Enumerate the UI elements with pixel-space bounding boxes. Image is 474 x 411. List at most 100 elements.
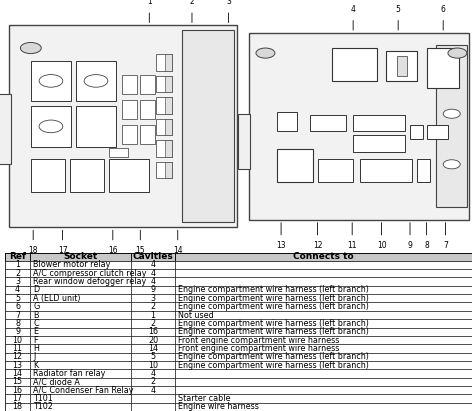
Bar: [131, 403, 175, 411]
Text: 11: 11: [347, 241, 357, 250]
Bar: [109, 159, 149, 192]
Text: 4: 4: [351, 5, 356, 14]
Text: A/C diode A: A/C diode A: [33, 377, 80, 386]
Text: 5: 5: [150, 352, 155, 361]
Text: 14: 14: [148, 344, 158, 353]
Bar: [175, 336, 472, 344]
Bar: [165, 119, 172, 135]
Bar: [5, 386, 30, 394]
Bar: [332, 48, 377, 81]
Bar: [5, 261, 30, 269]
Bar: [175, 253, 472, 261]
Bar: [30, 403, 131, 411]
Text: 4: 4: [150, 386, 155, 395]
Bar: [131, 353, 175, 361]
Bar: [30, 294, 131, 302]
Text: 9: 9: [150, 286, 155, 294]
Text: Front engine compartment wire harness: Front engine compartment wire harness: [178, 335, 339, 344]
Text: Engine compartment wire harness (left branch): Engine compartment wire harness (left br…: [178, 302, 369, 311]
Bar: [175, 261, 472, 269]
Bar: [310, 115, 346, 132]
Text: 4: 4: [150, 261, 155, 270]
Text: 4: 4: [15, 286, 20, 294]
Bar: [182, 30, 234, 222]
Text: 17: 17: [12, 394, 23, 403]
Text: 2: 2: [150, 302, 155, 311]
Circle shape: [39, 120, 63, 133]
Bar: [131, 286, 175, 294]
Bar: [131, 261, 175, 269]
Text: Front engine compartment wire harness: Front engine compartment wire harness: [178, 344, 339, 353]
Bar: [175, 302, 472, 311]
Bar: [30, 302, 131, 311]
Bar: [131, 386, 175, 394]
Text: Engine compartment wire harness (left branch): Engine compartment wire harness (left br…: [178, 319, 369, 328]
Bar: [30, 369, 131, 378]
Bar: [131, 302, 175, 311]
Bar: [5, 319, 30, 328]
Text: Starter cable: Starter cable: [178, 394, 230, 403]
Text: 10: 10: [13, 335, 23, 344]
Text: 9: 9: [408, 241, 412, 250]
Text: 1: 1: [150, 311, 155, 319]
Bar: [277, 149, 313, 182]
Text: H: H: [33, 344, 39, 353]
Text: 4: 4: [150, 277, 155, 286]
Bar: [30, 253, 131, 261]
Bar: [30, 277, 131, 286]
Bar: [131, 344, 175, 353]
Text: 10: 10: [377, 241, 386, 250]
Text: E: E: [33, 327, 38, 336]
Bar: [30, 328, 131, 336]
Text: 3: 3: [150, 294, 155, 303]
Text: 1: 1: [15, 261, 20, 270]
Circle shape: [39, 74, 63, 87]
Bar: [5, 294, 30, 302]
Circle shape: [443, 109, 460, 118]
Text: Radiator fan relay: Radiator fan relay: [33, 369, 106, 378]
Text: 7: 7: [443, 241, 448, 250]
Circle shape: [84, 74, 108, 87]
Text: 2: 2: [190, 0, 194, 6]
Bar: [165, 140, 172, 157]
Bar: [156, 54, 172, 71]
Text: 4: 4: [150, 369, 155, 378]
Circle shape: [443, 160, 460, 169]
Bar: [5, 394, 30, 403]
Text: Engine wire harness: Engine wire harness: [178, 402, 259, 411]
Bar: [131, 294, 175, 302]
Bar: [131, 311, 175, 319]
Circle shape: [20, 42, 41, 53]
Text: 6: 6: [15, 302, 20, 311]
Text: T102: T102: [33, 402, 53, 411]
Bar: [30, 378, 131, 386]
Bar: [5, 353, 30, 361]
Bar: [30, 269, 131, 277]
Bar: [31, 61, 71, 101]
Text: 16: 16: [148, 327, 158, 336]
Bar: [249, 33, 469, 220]
Text: 13: 13: [13, 360, 23, 369]
Text: 5: 5: [15, 294, 20, 303]
Bar: [30, 353, 131, 361]
Text: 11: 11: [13, 344, 23, 353]
Text: Engine compartment wire harness (left branch): Engine compartment wire harness (left br…: [178, 294, 369, 303]
Bar: [175, 394, 472, 403]
Text: Engine compartment wire harness (left branch): Engine compartment wire harness (left br…: [178, 352, 369, 361]
Bar: [175, 344, 472, 353]
Bar: [175, 369, 472, 378]
Bar: [131, 361, 175, 369]
Bar: [131, 319, 175, 328]
Bar: [238, 114, 250, 169]
Bar: [122, 74, 137, 94]
Bar: [5, 311, 30, 319]
Bar: [427, 125, 448, 139]
Bar: [5, 253, 30, 261]
Text: T101: T101: [33, 394, 53, 403]
Text: 3: 3: [15, 277, 20, 286]
Bar: [31, 159, 65, 192]
Bar: [397, 55, 407, 76]
Text: G: G: [33, 302, 39, 311]
Bar: [109, 148, 128, 157]
Text: 2: 2: [15, 269, 20, 278]
